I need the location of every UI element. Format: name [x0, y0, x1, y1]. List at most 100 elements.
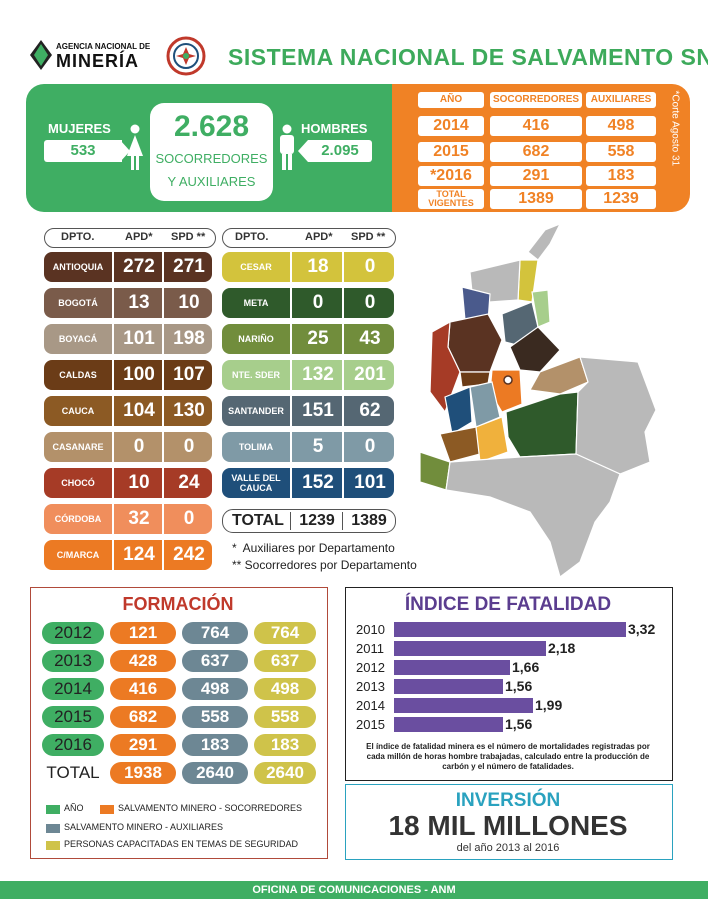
- fatality-year-label: 2012: [356, 660, 385, 675]
- dept-row: CASANARE 0 0: [44, 432, 212, 462]
- woman-icon: [127, 124, 143, 170]
- dept-spd-value: 271: [162, 252, 214, 282]
- dept-row: CÓRDOBA 32 0: [44, 504, 212, 534]
- dept-row: ANTIOQUIA 272 271: [44, 252, 212, 282]
- formacion-auxiliares-cell: 183: [182, 734, 248, 756]
- dept-name: C/MARCA: [56, 550, 100, 560]
- formacion-auxiliares-cell: 637: [182, 650, 248, 672]
- map-region-cauca: [439, 426, 481, 463]
- women-arrow-icon: [120, 140, 130, 162]
- formacion-socorredores-cell: 416: [110, 678, 176, 700]
- dept-name: SANTANDER: [228, 406, 284, 416]
- socorredores-total-cell: 1389: [490, 189, 582, 209]
- formacion-capacitadas-cell: 764: [254, 622, 316, 644]
- dept-spd-value: 0: [342, 252, 396, 282]
- anm-diamond-icon: [30, 40, 52, 70]
- man-icon: [280, 124, 294, 170]
- dept-apd-value: 32: [112, 504, 164, 534]
- dept-row: NTE. SDER 132 201: [222, 360, 394, 390]
- fatality-panel: [345, 587, 673, 781]
- formacion-auxiliares-cell: 558: [182, 706, 248, 728]
- fatality-value-label: 1,56: [505, 678, 533, 694]
- fatality-year-label: 2011: [356, 641, 384, 656]
- fatality-bar: [394, 679, 503, 694]
- dept-row: VALLE DEL CAUCA 152 101: [222, 468, 394, 498]
- formacion-total-capacitadas: 2640: [254, 762, 316, 784]
- auxiliares-header: AUXILIARES: [586, 92, 656, 108]
- dept-row: C/MARCA 124 242: [44, 540, 212, 570]
- fatality-value-label: 2,18: [548, 640, 576, 656]
- total-label-line2: Y AUXILIARES: [167, 174, 256, 189]
- map-bogota-marker: [503, 375, 513, 385]
- dept-row: TOLIMA 5 0: [222, 432, 394, 462]
- dept-apd-value: 5: [290, 432, 344, 462]
- map-region-boyaca: [509, 326, 561, 373]
- year-total-cell: TOTAL VIGENTES: [418, 189, 484, 209]
- dept-row: BOYACÁ 101 198: [44, 324, 212, 354]
- agency-line2: MINERÍA: [56, 51, 139, 71]
- formacion-capacitadas-cell: 183: [254, 734, 316, 756]
- dept-name: BOYACÁ: [58, 334, 98, 344]
- fatality-note: El índice de fatalidad minera es el núme…: [366, 742, 650, 771]
- fatality-title: ÍNDICE DE FATALIDAD: [404, 594, 612, 615]
- dept-name: META: [243, 298, 269, 308]
- dept-row: SANTANDER 151 62: [222, 396, 394, 426]
- dept-apd-value: 25: [290, 324, 344, 354]
- dept-name: NTE. SDER: [231, 370, 280, 380]
- map-region-norte-santander: [531, 289, 551, 328]
- men-arrow-icon: [298, 140, 308, 162]
- dept-total-label: TOTAL: [232, 512, 284, 529]
- dept-spd-value: 43: [342, 324, 396, 354]
- apd-header: APD*: [305, 231, 333, 243]
- map-region-guajira: [527, 222, 562, 261]
- map-region-huila: [475, 416, 509, 463]
- dept-spd-value: 0: [342, 288, 396, 318]
- legend-swatch: [46, 824, 60, 833]
- legend-label: AÑO: [64, 803, 84, 813]
- dept-total-row: [222, 509, 396, 533]
- dept-row: BOGOTÁ 13 10: [44, 288, 212, 318]
- dept-spd-value: 10: [162, 288, 214, 318]
- formacion-socorredores-cell: 121: [110, 622, 176, 644]
- dept-apd-value: 18: [290, 252, 344, 282]
- dept-name: VALLE DEL CAUCA: [231, 473, 281, 493]
- dept-row: META 0 0: [222, 288, 394, 318]
- dept-row: CHOCÓ 10 24: [44, 468, 212, 498]
- fatality-year-label: 2013: [356, 679, 385, 694]
- apd-header: APD*: [125, 231, 153, 243]
- legend-swatch: [46, 841, 60, 850]
- dept-apd-value: 272: [112, 252, 164, 282]
- fatality-bar: [394, 622, 626, 637]
- dept-row: CAUCA 104 130: [44, 396, 212, 426]
- anm-logo: AGENCIA NACIONAL DE MINERÍA: [30, 38, 154, 72]
- formacion-capacitadas-cell: 498: [254, 678, 316, 700]
- auxiliares-total-cell: 1239: [586, 189, 656, 209]
- page-title: SISTEMA NACIONAL DE SALVAMENTO SNS: [228, 44, 708, 70]
- formacion-total-socorredores: 1938: [110, 762, 176, 784]
- dept-apd-value: 101: [112, 324, 164, 354]
- total-box: [150, 103, 273, 201]
- dept-spd-value: 0: [162, 432, 214, 462]
- dept-spd-value: 24: [162, 468, 214, 498]
- dept-note-2: ** Socorredores por Departamento: [232, 558, 417, 572]
- dept-row: NARIÑO 25 43: [222, 324, 394, 354]
- formacion-year-cell: 2013: [42, 650, 104, 672]
- socorredores-cell: 682: [490, 142, 582, 162]
- dept-apd-value: 0: [290, 288, 344, 318]
- dept-name: TOLIMA: [238, 442, 274, 452]
- dept-spd-value: 201: [342, 360, 396, 390]
- dept-spd-value: 242: [162, 540, 214, 570]
- formacion-year-cell: 2016: [42, 734, 104, 756]
- fatality-value-label: 1,66: [512, 659, 540, 675]
- women-value: 533: [44, 140, 122, 162]
- dept-total-apd: 1239: [290, 512, 343, 530]
- dept-apd-value: 10: [112, 468, 164, 498]
- dept-spd-value: 107: [162, 360, 214, 390]
- legend-label: SALVAMENTO MINERO - AUXILIARES: [64, 822, 224, 832]
- dept-name: CESAR: [240, 262, 272, 272]
- map-region-casanare: [529, 356, 589, 395]
- inversion-panel: [345, 784, 673, 860]
- dept-name: NARIÑO: [238, 334, 274, 344]
- fatality-value-label: 3,32: [628, 621, 656, 637]
- fatality-year-label: 2010: [356, 622, 385, 637]
